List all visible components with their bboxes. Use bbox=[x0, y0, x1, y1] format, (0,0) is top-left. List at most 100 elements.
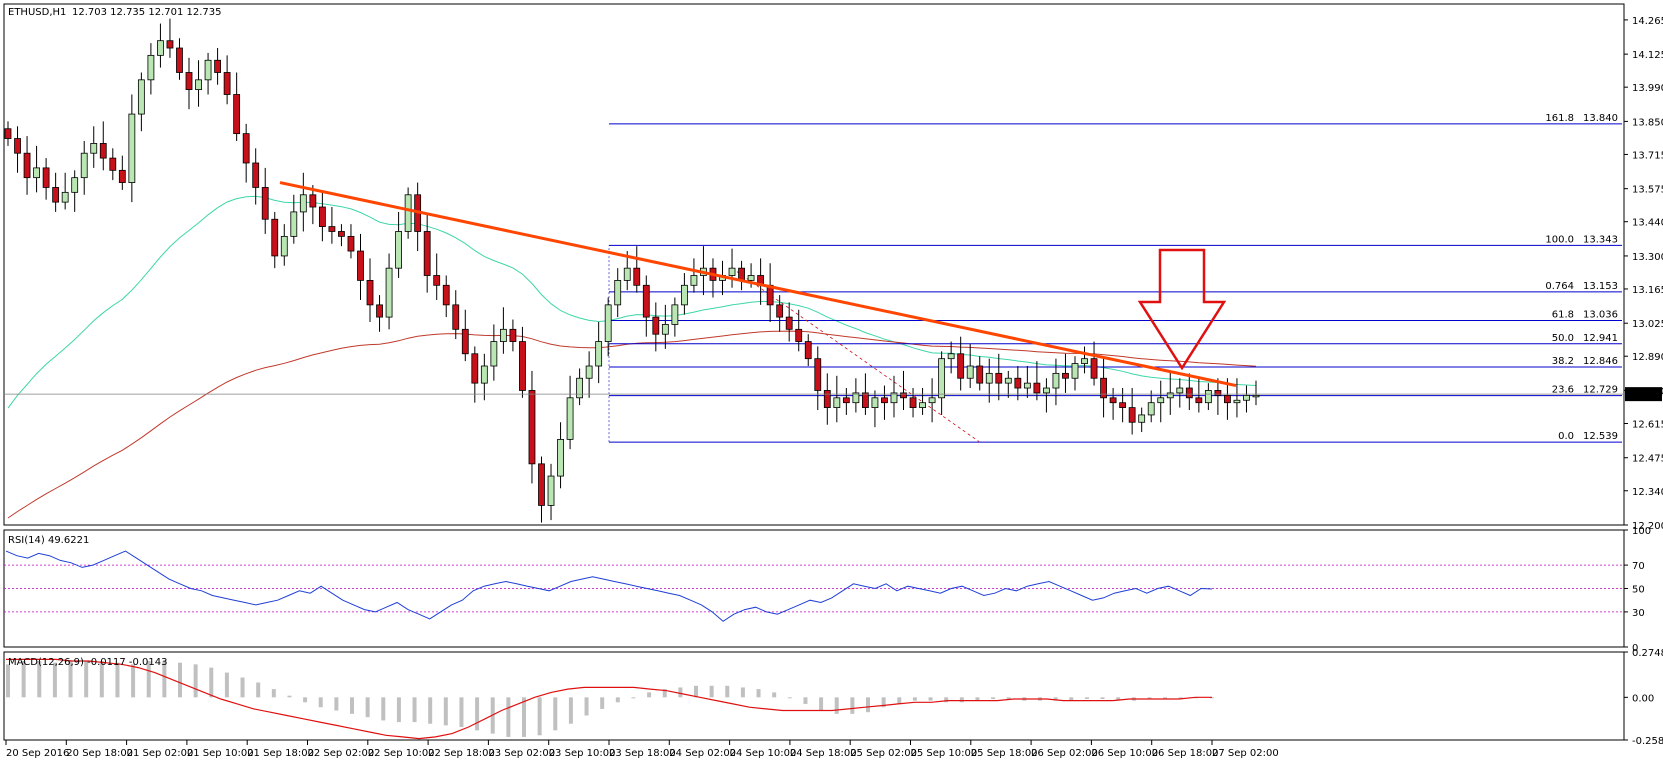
candle-body bbox=[204, 59, 212, 81]
candle-body bbox=[499, 328, 507, 342]
macd-histogram-bar bbox=[600, 697, 605, 709]
macd-histogram-bar bbox=[1006, 697, 1011, 699]
time-tick-label: 21 Sep 18:00 bbox=[247, 748, 314, 759]
macd-panel-frame bbox=[3, 651, 1625, 741]
candle-body bbox=[423, 231, 431, 276]
macd-histogram-bar bbox=[365, 697, 370, 718]
macd-histogram-bar bbox=[21, 661, 26, 698]
candle-body bbox=[433, 275, 441, 286]
macd-histogram-bar bbox=[146, 661, 151, 698]
candle-body bbox=[547, 475, 555, 506]
rsi-tick-label: 0 bbox=[1632, 643, 1638, 654]
macd-histogram-bar bbox=[506, 697, 511, 737]
price-panel-frame bbox=[3, 3, 1625, 526]
macd-histogram-bar bbox=[522, 697, 526, 737]
macd-histogram-bar bbox=[647, 692, 652, 698]
bearish-trend-line bbox=[279, 181, 1237, 388]
candle-body bbox=[118, 169, 126, 183]
candle-body bbox=[318, 206, 326, 227]
fibonacci-retracement[interactable]: 161.8 13.840 100.0 13.343 0.764 13.153 61.8 13.… bbox=[608, 113, 1622, 443]
macd-tick-label: 0.00 bbox=[1632, 693, 1654, 704]
candle-body bbox=[404, 194, 412, 232]
fib-level-label: 61.8 bbox=[1552, 310, 1574, 321]
macd-histogram-bar bbox=[209, 667, 214, 698]
macd-histogram-bar bbox=[303, 697, 308, 703]
macd-histogram-bar bbox=[381, 697, 386, 721]
candle-body bbox=[1043, 387, 1050, 394]
candle-body bbox=[1147, 402, 1155, 416]
macd-histogram-bar bbox=[709, 685, 714, 698]
time-tick-label: 26 Sep 10:00 bbox=[1091, 748, 1158, 759]
macd-histogram-bar bbox=[318, 697, 323, 708]
macd-histogram-bar bbox=[756, 689, 761, 698]
candle-body bbox=[1100, 377, 1107, 399]
macd-histogram-bar bbox=[850, 697, 855, 714]
candle-body bbox=[280, 235, 288, 257]
time-tick-label: 21 Sep 02:00 bbox=[127, 748, 194, 759]
candle-body bbox=[823, 390, 831, 408]
rsi-label: RSI(14) 49.6221 bbox=[8, 535, 89, 546]
candle-body bbox=[328, 226, 336, 232]
time-tick-label: 25 Sep 10:00 bbox=[911, 748, 978, 759]
candle-body bbox=[1176, 387, 1184, 394]
candle-body bbox=[604, 304, 612, 342]
time-tick-label: 27 Sep 02:00 bbox=[1212, 748, 1279, 759]
macd-histogram-bar bbox=[224, 672, 229, 698]
price-tick-label: 12.475 bbox=[1632, 454, 1663, 465]
candle-body bbox=[137, 79, 145, 115]
current-price-label: 12.735 bbox=[1628, 390, 1663, 401]
macd-histogram-bar bbox=[1053, 697, 1058, 701]
price-tick-label: 12.340 bbox=[1632, 487, 1663, 498]
candle-body bbox=[566, 397, 574, 440]
candle-body bbox=[290, 211, 298, 237]
candle-body bbox=[1138, 414, 1146, 423]
time-tick-label: 20 Sep 2016 bbox=[6, 748, 69, 759]
candle-body bbox=[109, 157, 117, 171]
trend-lines[interactable] bbox=[279, 181, 1237, 388]
candle-body bbox=[1004, 377, 1012, 384]
candle-body bbox=[90, 143, 98, 154]
rsi-line bbox=[5, 550, 1213, 622]
candle-body bbox=[680, 284, 688, 306]
candle-body bbox=[747, 275, 755, 281]
macd-histogram-bar bbox=[475, 697, 480, 731]
price-axis: 14.265 14.125 13.990 13.850 13.715 13.575 13.4… bbox=[4, 16, 1663, 532]
candle-body bbox=[1109, 397, 1117, 404]
candle-body bbox=[347, 235, 355, 252]
candle-body bbox=[1014, 377, 1022, 389]
time-tick-label: 23 Sep 18:00 bbox=[609, 748, 676, 759]
candle-body bbox=[80, 152, 88, 179]
macd-histogram-bar bbox=[1084, 697, 1089, 699]
down-arrow-annotation[interactable] bbox=[1137, 248, 1227, 371]
fib-level-label: 161.8 bbox=[1545, 113, 1574, 124]
candle-body bbox=[776, 304, 784, 318]
macd-histogram-bar bbox=[568, 697, 573, 724]
macd-indicator: 0.2748 0.00 -0.2586 bbox=[6, 648, 1663, 747]
candle-body bbox=[42, 167, 50, 188]
macd-histogram-bar bbox=[459, 697, 464, 728]
candlesticks bbox=[4, 18, 1260, 523]
candle-body bbox=[652, 316, 660, 335]
candle-body bbox=[223, 72, 231, 95]
time-tick-label: 23 Sep 10:00 bbox=[549, 748, 616, 759]
candle-body bbox=[900, 392, 907, 399]
candle-body bbox=[519, 341, 526, 391]
candle-body bbox=[623, 267, 631, 281]
candle-body bbox=[23, 152, 31, 179]
candle-body bbox=[1214, 390, 1222, 396]
candle-body bbox=[1157, 397, 1165, 404]
macd-histogram-bar bbox=[1116, 697, 1121, 701]
macd-histogram-bar bbox=[897, 697, 902, 704]
candle-body bbox=[33, 167, 40, 179]
candle-body bbox=[385, 267, 393, 318]
time-tick-label: 23 Sep 02:00 bbox=[488, 748, 555, 759]
macd-histogram-bar bbox=[256, 682, 261, 698]
macd-tick-label: 0.2748 bbox=[1632, 648, 1663, 659]
rsi-tick-label: 50 bbox=[1632, 585, 1645, 596]
price-tick-label: 13.165 bbox=[1632, 285, 1663, 296]
candle-body bbox=[242, 133, 250, 164]
candle-body bbox=[52, 187, 60, 203]
candle-body bbox=[442, 284, 450, 306]
